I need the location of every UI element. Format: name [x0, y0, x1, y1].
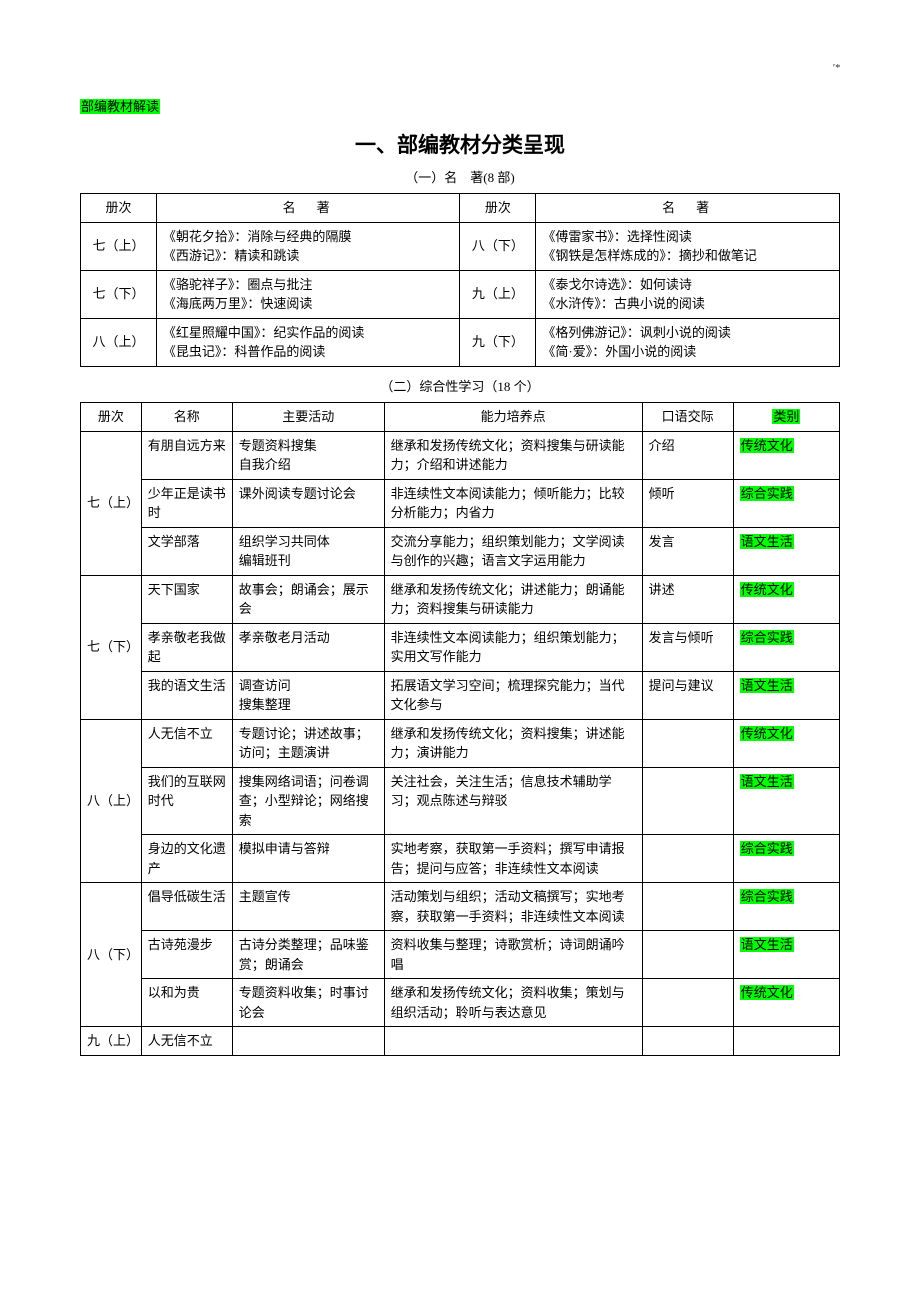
table-cell: 我们的互联网时代	[141, 767, 232, 835]
table-cell: 九（上）	[460, 270, 536, 318]
table-cell	[642, 883, 733, 931]
table-cell	[642, 1027, 733, 1056]
table-cell: 主题宣传	[232, 883, 384, 931]
category-cell: 传统文化	[733, 719, 839, 767]
col-header: 口语交际	[642, 403, 733, 432]
table-cell: 关注社会，关注生活；信息技术辅助学习；观点陈述与辩驳	[384, 767, 642, 835]
table-cell: 模拟申请与答辩	[232, 835, 384, 883]
table-cell: 继承和发扬传统文化；资料收集；策划与组织活动；聆听与表达意见	[384, 979, 642, 1027]
table-cell: 专题资料收集；时事讨论会	[232, 979, 384, 1027]
table-cell: 人无信不立	[141, 1027, 232, 1056]
table-cell: 倡导低碳生活	[141, 883, 232, 931]
category-cell: 传统文化	[733, 431, 839, 479]
table-cell: 人无信不立	[141, 719, 232, 767]
table-cell	[642, 719, 733, 767]
category-cell: 语文生活	[733, 767, 839, 835]
col-header: 名称	[141, 403, 232, 432]
grade-cell: 七（下）	[81, 575, 142, 719]
table-cell: 资料收集与整理；诗歌赏析；诗词朗诵吟唱	[384, 931, 642, 979]
table-cell	[642, 931, 733, 979]
table-cell: 孝亲敬老月活动	[232, 623, 384, 671]
table-cell: 《骆驼祥子》：圈点与批注《海底两万里》：快速阅读	[156, 270, 460, 318]
table-cell: 我的语文生活	[141, 671, 232, 719]
table-cell: 八（上）	[81, 318, 157, 366]
table-cell: 专题资料搜集自我介绍	[232, 431, 384, 479]
table-cell: 七（上）	[81, 222, 157, 270]
table-cell: 九（下）	[460, 318, 536, 366]
table-cell	[232, 1027, 384, 1056]
table-cell: 发言与倾听	[642, 623, 733, 671]
category-cell: 综合实践	[733, 883, 839, 931]
page-number: '*	[80, 60, 840, 77]
table-cell: 调查访问搜集整理	[232, 671, 384, 719]
table-cell: 活动策划与组织；活动文稿撰写；实地考察，获取第一手资料；非连续性文本阅读	[384, 883, 642, 931]
category-cell: 语文生活	[733, 527, 839, 575]
col-header: 主要活动	[232, 403, 384, 432]
table-cell: 介绍	[642, 431, 733, 479]
col-header: 类别	[733, 403, 839, 432]
table1-caption: （一）名 著(8 部)	[80, 168, 840, 188]
table-cell: 八（下）	[460, 222, 536, 270]
table-cell: 《红星照耀中国》：纪实作品的阅读《昆虫记》：科普作品的阅读	[156, 318, 460, 366]
table-cell: 组织学习共同体编辑班刊	[232, 527, 384, 575]
col-header: 册次	[81, 403, 142, 432]
table-cell: 继承和发扬传统文化；资料搜集；讲述能力；演讲能力	[384, 719, 642, 767]
table-cell: 古诗苑漫步	[141, 931, 232, 979]
col-header: 册次	[81, 194, 157, 223]
table-cell: 身边的文化遗产	[141, 835, 232, 883]
grade-cell: 八（下）	[81, 883, 142, 1027]
table-cell: 少年正是读书时	[141, 479, 232, 527]
table-cell: 七（下）	[81, 270, 157, 318]
table-cell	[384, 1027, 642, 1056]
category-cell: 传统文化	[733, 575, 839, 623]
category-cell: 语文生活	[733, 671, 839, 719]
table-cell: 文学部落	[141, 527, 232, 575]
table-cell: 《傅雷家书》：选择性阅读《钢铁是怎样炼成的》：摘抄和做笔记	[536, 222, 840, 270]
table-cell: 继承和发扬传统文化；资料搜集与研读能力；介绍和讲述能力	[384, 431, 642, 479]
col-header: 名 著	[156, 194, 460, 223]
table-cell: 专题讨论；讲述故事；访问；主题演讲	[232, 719, 384, 767]
table-cell: 天下国家	[141, 575, 232, 623]
grade-cell: 七（上）	[81, 431, 142, 575]
table-cell	[642, 767, 733, 835]
table-cell	[642, 835, 733, 883]
table-cell: 发言	[642, 527, 733, 575]
table-cell: 实地考察，获取第一手资料；撰写申请报告；提问与应答；非连续性文本阅读	[384, 835, 642, 883]
table-cell: 继承和发扬传统文化；讲述能力；朗诵能力；资料搜集与研读能力	[384, 575, 642, 623]
col-header: 册次	[460, 194, 536, 223]
table2-caption: （二）综合性学习（18 个）	[80, 377, 840, 397]
grade-cell: 八（上）	[81, 719, 142, 883]
table-cell: 孝亲敬老我做起	[141, 623, 232, 671]
table-cell: 以和为贵	[141, 979, 232, 1027]
category-cell	[733, 1027, 839, 1056]
table-cell: 《格列佛游记》：讽刺小说的阅读《简·爱》：外国小说的阅读	[536, 318, 840, 366]
category-cell: 综合实践	[733, 835, 839, 883]
table-cell: 非连续性文本阅读能力；倾听能力；比较分析能力；内省力	[384, 479, 642, 527]
col-header: 能力培养点	[384, 403, 642, 432]
table-cell: 提问与建议	[642, 671, 733, 719]
table-cell: 讲述	[642, 575, 733, 623]
table-cell: 倾听	[642, 479, 733, 527]
table-study: 册次名称主要活动能力培养点口语交际类别七（上）有朋自远方来专题资料搜集自我介绍继…	[80, 402, 840, 1056]
category-cell: 综合实践	[733, 479, 839, 527]
table-cell: 非连续性文本阅读能力；组织策划能力；实用文写作能力	[384, 623, 642, 671]
table-cell: 交流分享能力；组织策划能力；文学阅读与创作的兴趣；语言文字运用能力	[384, 527, 642, 575]
main-title: 一、部编教材分类呈现	[80, 130, 840, 162]
table-cell: 《朝花夕拾》：消除与经典的隔膜《西游记》：精读和跳读	[156, 222, 460, 270]
table-classics: 册次名 著册次名 著七（上）《朝花夕拾》：消除与经典的隔膜《西游记》：精读和跳读…	[80, 193, 840, 367]
header-tag: 部编教材解读	[80, 99, 160, 114]
table-cell: 搜集网络词语；问卷调查；小型辩论；网络搜索	[232, 767, 384, 835]
grade-cell: 九（上）	[81, 1027, 142, 1056]
table-cell: 课外阅读专题讨论会	[232, 479, 384, 527]
category-cell: 语文生活	[733, 931, 839, 979]
category-cell: 传统文化	[733, 979, 839, 1027]
category-cell: 综合实践	[733, 623, 839, 671]
table-cell: 拓展语文学习空间；梳理探究能力；当代文化参与	[384, 671, 642, 719]
col-header: 名 著	[536, 194, 840, 223]
table-cell: 古诗分类整理；品味鉴赏；朗诵会	[232, 931, 384, 979]
table-cell: 《泰戈尔诗选》：如何读诗《水浒传》：古典小说的阅读	[536, 270, 840, 318]
table-cell: 故事会；朗诵会；展示会	[232, 575, 384, 623]
table-cell: 有朋自远方来	[141, 431, 232, 479]
table-cell	[642, 979, 733, 1027]
